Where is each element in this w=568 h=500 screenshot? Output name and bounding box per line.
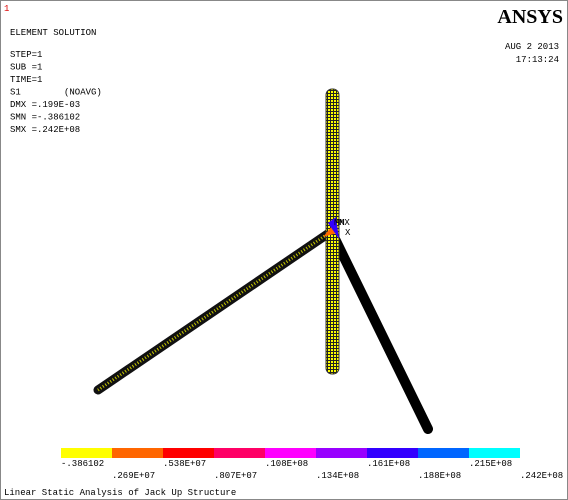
time: 17:13:24 [516,55,559,65]
legend-label: .807E+07 [214,471,257,481]
header-line: SMX =.242E+08 [10,125,80,135]
header-line: STEP=1 [10,50,42,60]
footer: Linear Static Analysis of Jack Up Struct… [4,488,236,498]
header-line: S1 (NOAVG) [10,88,102,98]
header-line: SUB =1 [10,63,42,73]
header-line: DMX =.199E-03 [10,100,80,110]
date: AUG 2 2013 [505,42,559,52]
legend-label: .108E+08 [265,459,308,469]
legend-band [418,448,469,458]
header-title: ELEMENT SOLUTION [10,28,96,38]
legend-band [469,448,520,458]
legend-band [265,448,316,458]
header-line: SMN =-.386102 [10,113,80,123]
legend-band [163,448,214,458]
axis-label: X [345,228,351,238]
legend-label: .215E+08 [469,459,512,469]
legend-band [316,448,367,458]
legend-band [61,448,112,458]
legend-label: .242E+08 [520,471,563,481]
legend-label: .161E+08 [367,459,410,469]
legend-band [112,448,163,458]
legend-label: .269E+07 [112,471,155,481]
graphics: 1 ELEMENT SOLUTION STEP=1 SUB =1 TIME=1 S1 … [1,1,567,499]
legend-label: .188E+08 [418,471,461,481]
structure [98,89,428,429]
legend-label: -.386102 [61,459,104,469]
min-marker: MN [334,218,345,228]
legend-band [214,448,265,458]
legend-band [367,448,418,458]
legend-label: .134E+08 [316,471,359,481]
ansys-window: 1 ELEMENT SOLUTION STEP=1 SUB =1 TIME=1 S1 … [0,0,568,500]
legend-label: .538E+07 [163,459,206,469]
header-line: TIME=1 [10,75,42,85]
window-number: 1 [4,4,9,14]
logo: ANSYS [497,6,563,28]
